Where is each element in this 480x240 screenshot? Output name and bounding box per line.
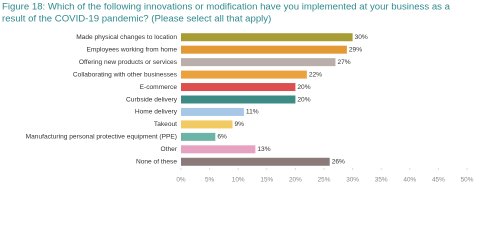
value-label: 30% xyxy=(355,34,368,41)
bar xyxy=(181,33,353,42)
category-label: Employees working from home xyxy=(86,46,177,53)
bar xyxy=(181,45,347,54)
category-label: Offering new products or services xyxy=(79,59,178,66)
bar xyxy=(181,157,330,166)
chart-title: Figure 18: Which of the following innova… xyxy=(2,2,451,13)
x-tick-label: 45% xyxy=(432,177,445,184)
x-tick-label: 50% xyxy=(461,177,474,184)
x-tick-label: 35% xyxy=(375,177,388,184)
value-label: 6% xyxy=(217,134,227,141)
bar xyxy=(181,95,296,104)
bar xyxy=(181,83,296,92)
x-tick-label: 10% xyxy=(232,177,245,184)
value-label: 9% xyxy=(234,121,244,128)
value-label: 13% xyxy=(257,146,270,153)
category-label: Manufacturing personal protective equipm… xyxy=(26,134,177,141)
value-label: 26% xyxy=(332,159,345,166)
value-label: 22% xyxy=(309,71,322,78)
category-label: None of these xyxy=(136,159,177,166)
page: Figure 18: Which of the following innova… xyxy=(2,1,474,184)
value-label: 20% xyxy=(297,84,310,91)
x-tick-label: 25% xyxy=(318,177,331,184)
chart: Figure 18: Which of the following innova… xyxy=(2,2,474,184)
category-label: Home delivery xyxy=(135,109,178,116)
value-label: 11% xyxy=(246,109,259,116)
x-tick-label: 5% xyxy=(205,177,215,184)
x-tick-label: 15% xyxy=(260,177,273,184)
bar xyxy=(181,120,233,129)
value-label: 27% xyxy=(337,59,350,66)
value-label: 20% xyxy=(297,96,310,103)
category-label: Other xyxy=(161,146,178,153)
bar xyxy=(181,70,307,79)
category-label: Curbside delivery xyxy=(126,96,178,103)
value-label: 29% xyxy=(349,46,362,53)
bar xyxy=(181,132,216,141)
category-label: Made physical changes to location xyxy=(76,34,177,41)
category-label: E-commerce xyxy=(140,84,178,91)
bar xyxy=(181,58,336,67)
x-tick-label: 40% xyxy=(403,177,416,184)
bar xyxy=(181,145,256,154)
category-label: Takeout xyxy=(154,121,177,128)
x-tick-label: 30% xyxy=(346,177,359,184)
x-tick-label: 0% xyxy=(176,177,186,184)
x-tick-label: 20% xyxy=(289,177,302,184)
chart-title: result of the COVID-19 pandemic? (Please… xyxy=(2,14,271,25)
category-label: Collaborating with other businesses xyxy=(73,71,178,78)
bar xyxy=(181,107,244,116)
